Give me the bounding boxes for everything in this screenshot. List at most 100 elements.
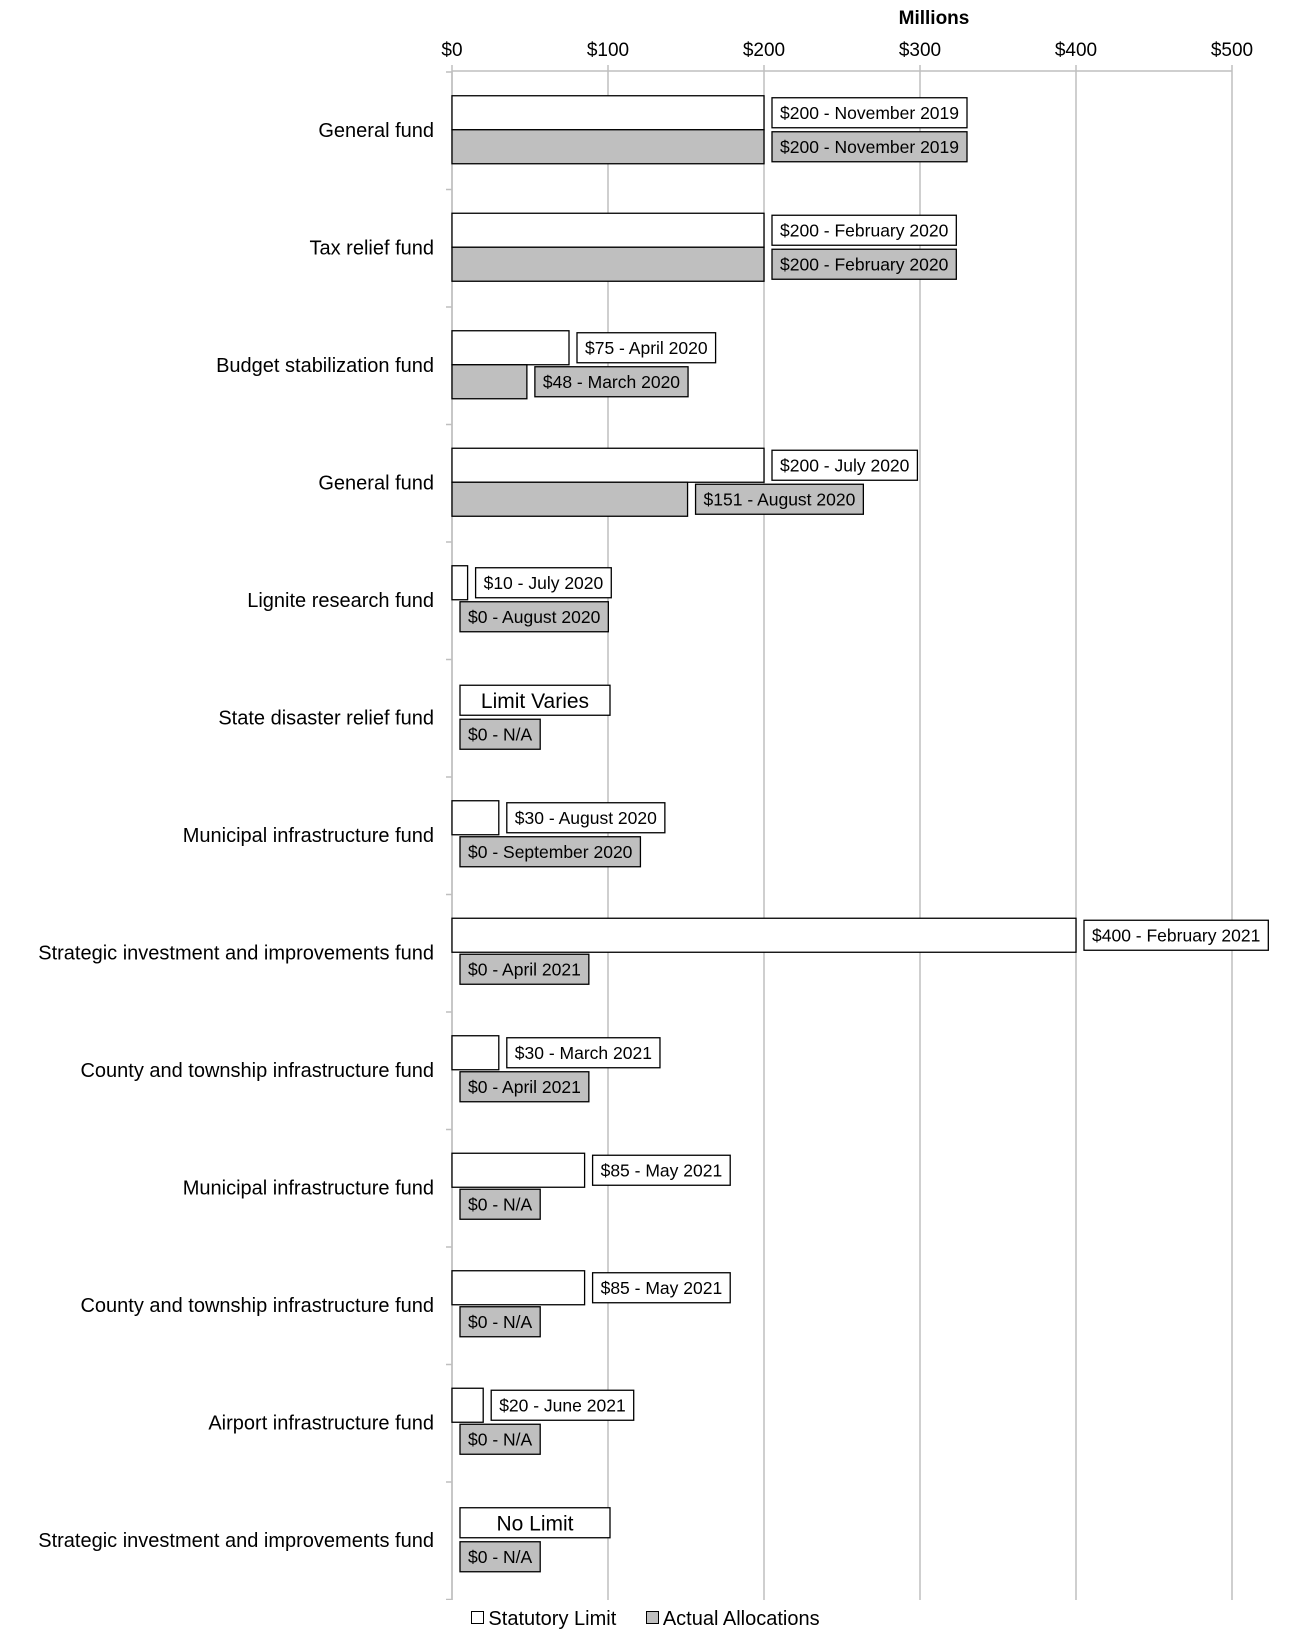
data-label-text: $20 - June 2021 bbox=[499, 1396, 626, 1416]
gridlines bbox=[451, 71, 1233, 1600]
data-label-box bbox=[506, 802, 666, 834]
bar-statutory-limit bbox=[451, 565, 469, 601]
category-label-airport-infrastructure-fund: Airport infrastructure fund bbox=[208, 1412, 434, 1434]
legend: Statutory Limit Actual Allocations bbox=[0, 1608, 1291, 1631]
legend-swatch-actual-allocations bbox=[645, 1611, 659, 1624]
data-label-statutory-limit: $75 - April 2020 bbox=[576, 332, 717, 364]
data-label-statutory-limit: $85 - May 2021 bbox=[591, 1272, 731, 1304]
data-label-box bbox=[576, 332, 717, 364]
x-tick-label: $200 bbox=[743, 40, 785, 61]
data-label-actual-allocations: $0 - N/A bbox=[459, 1423, 541, 1455]
bar-statutory-limit bbox=[451, 447, 765, 483]
category-label-county-and-township-infrastructure-fund: County and township infrastructure fund bbox=[80, 1060, 434, 1082]
category-label-strategic-investment-and-improvements-fund: Strategic investment and improvements fu… bbox=[38, 1530, 434, 1552]
data-label-text: $0 - August 2020 bbox=[468, 607, 601, 627]
data-label-statutory-limit: $400 - February 2021 bbox=[1083, 919, 1269, 951]
bar-statutory-limit bbox=[451, 1387, 484, 1423]
x-axis-title: Millions bbox=[899, 8, 970, 29]
bar-statutory-limit bbox=[451, 800, 500, 836]
data-label-text: $200 - November 2019 bbox=[780, 103, 959, 123]
data-label-actual-allocations: $0 - N/A bbox=[459, 1188, 541, 1220]
data-label-text: $200 - February 2020 bbox=[780, 255, 949, 275]
data-label-actual-allocations: $0 - N/A bbox=[459, 1541, 541, 1573]
data-label-actual-allocations: $200 - November 2019 bbox=[771, 131, 968, 163]
data-label-text: $0 - April 2021 bbox=[468, 960, 581, 980]
data-label-text: $85 - May 2021 bbox=[601, 1278, 723, 1298]
data-label-box bbox=[771, 248, 957, 280]
data-label-box bbox=[459, 1071, 590, 1103]
data-label-text: $30 - March 2021 bbox=[515, 1043, 652, 1063]
data-label-box bbox=[459, 836, 642, 868]
data-label-box bbox=[459, 1541, 541, 1573]
data-label-text: $10 - July 2020 bbox=[484, 573, 604, 593]
x-tick-label: $100 bbox=[587, 40, 629, 61]
data-label-actual-allocations: $0 - April 2021 bbox=[459, 953, 590, 985]
bar-statutory-limit bbox=[451, 917, 1077, 953]
category-axis: General fund Tax relief fund Budget stabil… bbox=[38, 71, 453, 1600]
bar-actual-allocations bbox=[451, 246, 765, 282]
bar-statutory-limit bbox=[451, 95, 765, 131]
category-label-general-fund: General fund bbox=[318, 472, 434, 494]
data-label-statutory-limit: $30 - August 2020 bbox=[506, 802, 666, 834]
data-label-actual-allocations: $48 - March 2020 bbox=[534, 366, 689, 398]
data-label-actual-allocations: $151 - August 2020 bbox=[694, 483, 865, 515]
data-label-box bbox=[591, 1154, 731, 1186]
data-label-text: $0 - April 2021 bbox=[468, 1077, 581, 1097]
data-label-box bbox=[459, 601, 609, 633]
data-label-text: $48 - March 2020 bbox=[543, 372, 680, 392]
data-label-box bbox=[534, 366, 689, 398]
data-label-text: $0 - N/A bbox=[468, 1430, 533, 1450]
legend-item-actual-allocations: Actual Allocations bbox=[645, 1608, 820, 1631]
data-label-statutory-limit: $30 - March 2021 bbox=[506, 1037, 661, 1069]
data-label-text: $151 - August 2020 bbox=[704, 490, 856, 510]
data-label-box bbox=[459, 1306, 541, 1338]
data-label-actual-allocations: $200 - February 2020 bbox=[771, 248, 957, 280]
x-tick-label: $500 bbox=[1211, 40, 1253, 61]
data-label-text: $0 - N/A bbox=[468, 1195, 533, 1215]
data-label-box bbox=[1083, 919, 1269, 951]
category-label-lignite-research-fund: Lignite research fund bbox=[247, 590, 434, 612]
data-label-actual-allocations: $0 - April 2021 bbox=[459, 1071, 590, 1103]
bar-statutory-limit bbox=[451, 1270, 586, 1306]
category-label-county-and-township-infrastructure-fund: County and township infrastructure fund bbox=[80, 1295, 434, 1317]
x-axis: $0 $100 $200 $300 $400 $500 bbox=[441, 40, 1253, 72]
bars bbox=[451, 95, 1077, 1423]
data-label-text: $75 - April 2020 bbox=[585, 338, 708, 358]
category-label-state-disaster-relief-fund: State disaster relief fund bbox=[218, 707, 434, 729]
x-tick-label: $300 bbox=[899, 40, 941, 61]
data-label-box bbox=[771, 97, 968, 129]
data-label-statutory-limit: $200 - February 2020 bbox=[771, 214, 957, 246]
bar-actual-allocations bbox=[451, 129, 765, 165]
legend-label-statutory-limit: Statutory Limit bbox=[488, 1608, 617, 1630]
data-label-box bbox=[459, 718, 541, 750]
data-label-text: $400 - February 2021 bbox=[1092, 926, 1260, 946]
data-label-actual-allocations: $0 - N/A bbox=[459, 1306, 541, 1338]
data-label-box bbox=[771, 214, 957, 246]
data-label-text: $0 - N/A bbox=[468, 725, 533, 745]
data-label-text: $200 - July 2020 bbox=[780, 456, 910, 476]
category-label-budget-stabilization-fund: Budget stabilization fund bbox=[216, 355, 434, 377]
data-label-text: $200 - February 2020 bbox=[780, 221, 949, 241]
category-label-municipal-infrastructure-fund: Municipal infrastructure fund bbox=[183, 825, 434, 847]
data-label-box bbox=[490, 1389, 635, 1421]
data-label-box bbox=[459, 1188, 541, 1220]
legend-label-actual-allocations: Actual Allocations bbox=[662, 1608, 820, 1630]
data-label-statutory-limit: $200 - July 2020 bbox=[771, 449, 919, 481]
data-label-text: Limit Varies bbox=[481, 690, 589, 713]
data-label-statutory-limit: $85 - May 2021 bbox=[591, 1154, 731, 1186]
data-label-box bbox=[459, 1423, 541, 1455]
data-label-statutory-limit: Limit Varies bbox=[459, 684, 611, 716]
data-label-text: $0 - September 2020 bbox=[468, 842, 633, 862]
data-label-box bbox=[474, 567, 612, 599]
data-label-statutory-limit: $20 - June 2021 bbox=[490, 1389, 635, 1421]
data-label-box bbox=[459, 1507, 611, 1539]
data-label-text: $0 - N/A bbox=[468, 1312, 533, 1332]
bar-chart: $0 $100 $200 $300 $400 $500 General fund Tax r… bbox=[38, 8, 1269, 1600]
bar-actual-allocations bbox=[451, 364, 528, 400]
legend-swatch-statutory-limit bbox=[471, 1611, 485, 1624]
x-tick-label: $400 bbox=[1055, 40, 1097, 61]
data-label-box bbox=[771, 449, 919, 481]
data-label-actual-allocations: $0 - September 2020 bbox=[459, 836, 642, 868]
data-label-box bbox=[771, 131, 968, 163]
data-label-statutory-limit: $200 - November 2019 bbox=[771, 97, 968, 129]
